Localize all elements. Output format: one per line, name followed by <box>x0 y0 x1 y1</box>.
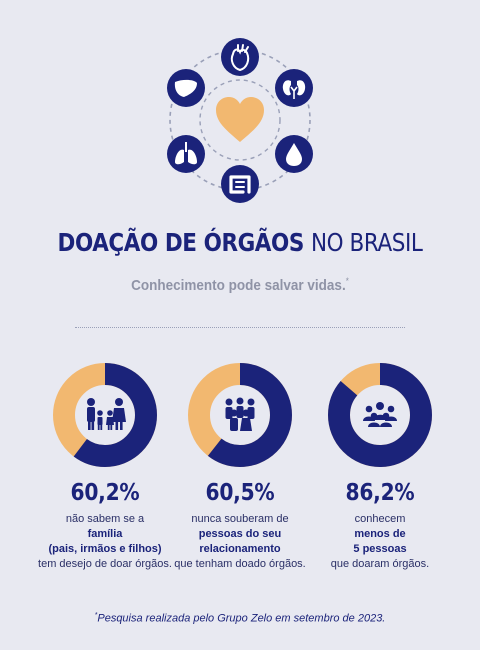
lungs-icon <box>167 135 205 173</box>
donut-arc-donors-known <box>328 363 432 467</box>
stat-value: 86,2% <box>345 480 415 506</box>
stat-description: conhecem menos de 5 pessoas que doaram ó… <box>305 512 455 572</box>
footnote-text: Pesquisa realizada pelo Grupo Zelo em se… <box>97 612 386 625</box>
dotted-divider <box>75 327 405 328</box>
donut-chart-family <box>53 363 157 467</box>
stat-value: 60,2% <box>70 480 140 506</box>
organs-illustration <box>167 38 313 203</box>
blood-drop-icon <box>275 135 313 173</box>
donut-arc-relationships <box>188 363 292 467</box>
stat-description: nunca souberam de pessoas do seu relacio… <box>165 512 315 572</box>
desc-line: que doaram órgãos. <box>330 558 430 570</box>
footnote-mark: * <box>94 612 98 619</box>
heart-icon <box>216 97 264 142</box>
title-bold: DOAÇÃO DE ÓRGÃOS <box>57 228 305 257</box>
liver-icon <box>167 69 205 107</box>
stat-family: 60,2% não sabem se a família (pais, irmã… <box>30 360 180 572</box>
desc-line-bold: menos de <box>354 528 406 540</box>
subtitle-text: Conhecimento pode salvar vidas. <box>131 277 346 294</box>
desc-line-bold: família <box>87 528 123 540</box>
desc-line: conhecem <box>354 513 406 525</box>
stat-value: 60,5% <box>205 480 275 506</box>
kidneys-icon <box>275 69 313 107</box>
subtitle: Conhecimento pode salvar vidas.* <box>24 276 456 294</box>
desc-line-bold: pessoas do seu <box>198 528 282 540</box>
desc-line: nunca souberam de <box>191 513 289 525</box>
donut-arc-family <box>53 363 157 467</box>
intestine-icon <box>221 165 259 203</box>
donut-chart-relationships <box>188 363 292 467</box>
desc-line: tem desejo de doar órgãos. <box>38 558 172 570</box>
crowd-icon <box>363 402 397 427</box>
subtitle-footnote-mark: * <box>345 276 349 286</box>
desc-line-bold: 5 pessoas <box>353 543 407 555</box>
desc-line: não sabem se a <box>65 513 145 525</box>
donut-chart-donors-known <box>328 363 432 467</box>
family-icon <box>87 398 126 430</box>
stat-donors-known: 86,2% conhecem menos de 5 pessoas que do… <box>305 360 455 572</box>
title-light: NO BRASIL <box>310 228 423 257</box>
desc-line-bold: (pais, irmãos e filhos) <box>48 543 162 555</box>
footnote: *Pesquisa realizada pelo Grupo Zelo em s… <box>0 612 480 625</box>
heart-anatomical-icon <box>221 38 259 76</box>
stat-description: não sabem se a família (pais, irmãos e f… <box>30 512 180 572</box>
stat-relationships: 60,5% nunca souberam de pessoas do seu r… <box>165 360 315 572</box>
desc-line: que tenham doado órgãos. <box>174 558 306 570</box>
group-icon <box>225 397 255 431</box>
page-title: DOAÇÃO DE ÓRGÃOS NO BRASIL <box>34 228 447 257</box>
desc-line-bold: relacionamento <box>199 543 281 555</box>
